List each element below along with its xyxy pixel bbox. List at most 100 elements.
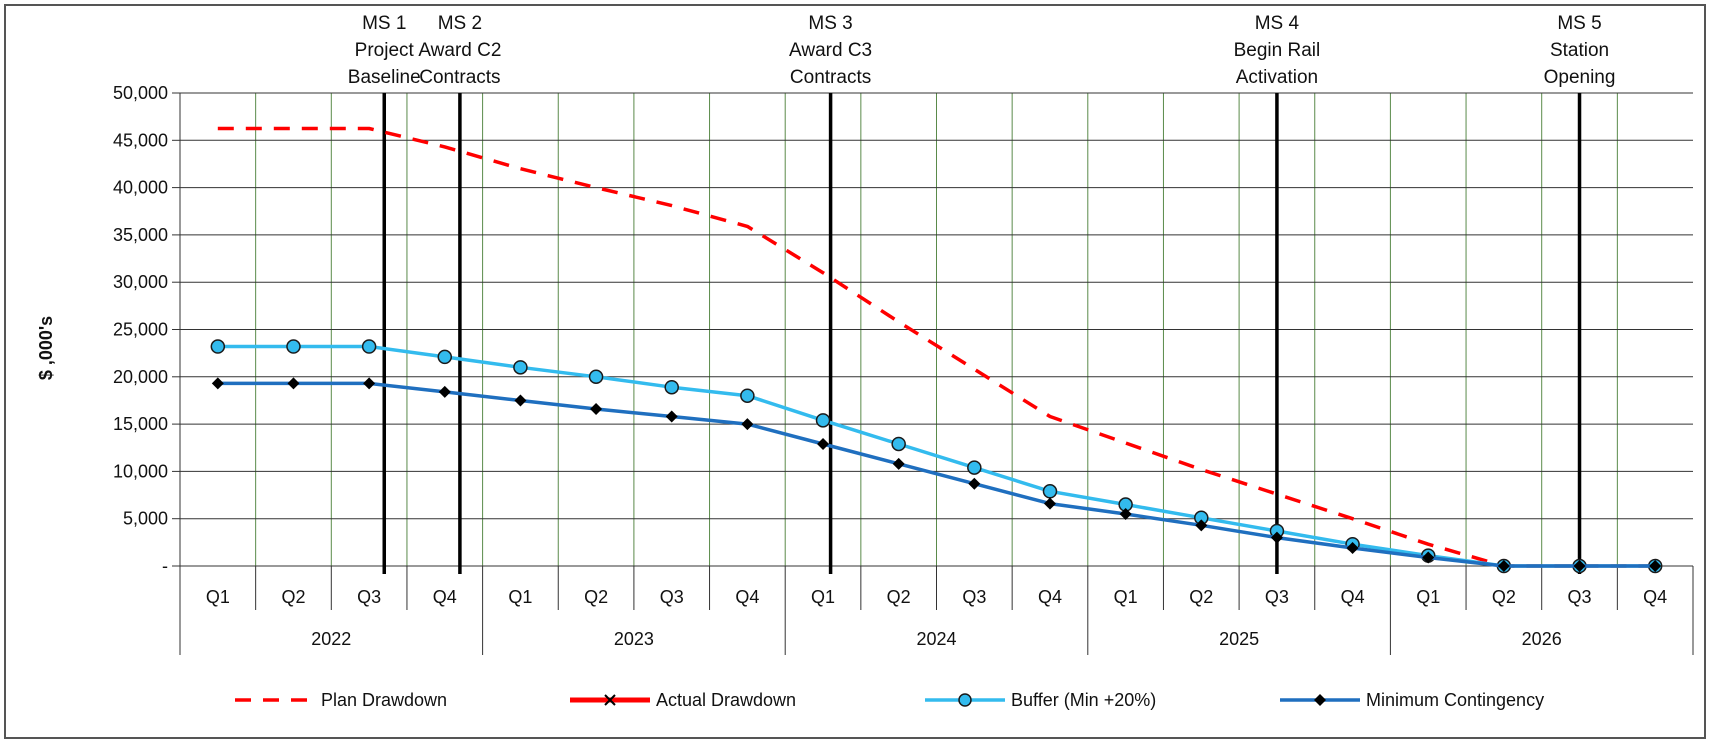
data-point <box>588 369 604 385</box>
chart-frame <box>4 4 1706 739</box>
data-point <box>1042 484 1058 499</box>
x-tick-label: Q2 <box>887 587 911 607</box>
milestone-label: MS 2 <box>438 13 482 34</box>
x-tick-label: Q4 <box>1341 587 1365 607</box>
y-tick-label: - <box>162 556 168 576</box>
data-point <box>665 410 678 423</box>
legend-item: Minimum Contingency <box>1280 690 1544 710</box>
x-tick-label: Q1 <box>508 587 532 607</box>
data-point <box>1497 560 1510 572</box>
data-point <box>1195 519 1208 532</box>
milestone-label: MS 1 <box>362 13 406 34</box>
x-tick-label: Q4 <box>433 587 457 607</box>
x-tick-label: Q3 <box>357 587 381 607</box>
y-tick-label: 30,000 <box>113 272 168 292</box>
data-point <box>363 377 376 390</box>
legend-marker <box>604 694 616 706</box>
series <box>210 126 1663 574</box>
milestone-label: Opening <box>1544 67 1616 88</box>
data-point <box>664 379 679 395</box>
x-tick-label: Q4 <box>1038 587 1062 607</box>
x-year-label: 2026 <box>1522 629 1562 649</box>
milestone-label: MS 3 <box>808 13 852 34</box>
x-year-label: 2023 <box>614 629 654 649</box>
milestone-label: Activation <box>1236 67 1318 88</box>
series-line <box>217 381 1656 568</box>
x-year-label: 2025 <box>1219 629 1259 649</box>
x-tick-label: Q4 <box>735 587 759 607</box>
legend: Plan Drawdown Actual Drawdown Buffer (Min … <box>235 690 1544 710</box>
x-tick-label: Q2 <box>1492 587 1516 607</box>
x-tick-label: Q3 <box>1265 587 1289 607</box>
milestone-label: Baseline <box>348 67 421 88</box>
milestone-label: Station <box>1550 40 1609 61</box>
data-point <box>1573 560 1586 572</box>
data-point <box>892 457 905 470</box>
x-tick-label: Q3 <box>660 587 684 607</box>
milestone-label: Project <box>355 40 415 61</box>
grid <box>180 92 1693 567</box>
x-tick-label: Q2 <box>1189 587 1213 607</box>
data-point <box>1043 497 1056 510</box>
x-tick-label: Q1 <box>1114 587 1138 607</box>
data-point <box>1346 542 1359 555</box>
data-point <box>513 360 528 375</box>
milestone-label: Begin Rail <box>1234 40 1321 61</box>
data-point <box>1422 551 1435 564</box>
series-line <box>217 126 1656 568</box>
axes: - 5,000 10,000 15,000 20,000 25,000 30,000 35,0… <box>113 83 1694 655</box>
data-point <box>514 394 527 407</box>
legend-marker <box>1314 694 1326 706</box>
x-year-label: 2024 <box>916 629 956 649</box>
y-axis-label: $ ,000's <box>36 316 56 380</box>
y-tick-label: 40,000 <box>113 178 168 198</box>
series-line <box>217 344 1656 568</box>
y-tick-label: 25,000 <box>113 320 168 340</box>
data-point <box>817 437 830 450</box>
x-tick-label: Q4 <box>1643 587 1667 607</box>
legend-marker <box>958 693 972 707</box>
x-year-label: 2022 <box>311 629 351 649</box>
y-tick-label: 50,000 <box>113 83 168 103</box>
legend-item: Actual Drawdown <box>570 690 796 710</box>
legend-label: Plan Drawdown <box>321 690 447 710</box>
data-point <box>211 377 224 390</box>
data-point <box>1270 531 1283 544</box>
legend-item: Buffer (Min +20%) <box>925 690 1156 710</box>
data-point <box>968 477 981 490</box>
legend-label: Buffer (Min +20%) <box>1011 690 1156 710</box>
data-point <box>967 460 982 475</box>
data-point <box>437 349 453 365</box>
data-point <box>891 436 906 452</box>
data-point <box>1649 560 1662 572</box>
milestones: MS 1 Project Baseline MS 2 Award C2 Contracts… <box>348 13 1616 574</box>
legend-label: Actual Drawdown <box>656 690 796 710</box>
y-tick-label: 5,000 <box>123 509 168 529</box>
data-point <box>287 377 300 390</box>
x-tick-label: Q2 <box>584 587 608 607</box>
data-point <box>1119 507 1132 520</box>
data-point <box>590 402 603 415</box>
x-tick-label: Q3 <box>962 587 986 607</box>
legend-item: Plan Drawdown <box>235 690 447 710</box>
x-tick-label: Q1 <box>811 587 835 607</box>
data-point <box>361 339 377 354</box>
y-tick-label: 10,000 <box>113 461 168 481</box>
milestone-label: Contracts <box>419 67 500 88</box>
y-tick-label: 15,000 <box>113 414 168 434</box>
x-tick-label: Q1 <box>206 587 230 607</box>
milestone-label: MS 4 <box>1255 13 1300 34</box>
y-tick-label: 20,000 <box>113 367 168 387</box>
data-point <box>740 388 755 403</box>
x-tick-label: Q3 <box>1568 587 1592 607</box>
legend-label: Minimum Contingency <box>1366 690 1544 710</box>
x-tick-label: Q2 <box>281 587 305 607</box>
milestone-label: Award C3 <box>789 40 872 61</box>
milestone-label: Contracts <box>790 67 871 88</box>
x-tick-label: Q1 <box>1416 587 1440 607</box>
milestone-label: Award C2 <box>418 40 501 61</box>
data-point <box>815 413 831 428</box>
data-point <box>286 339 301 354</box>
y-tick-label: 35,000 <box>113 225 168 245</box>
